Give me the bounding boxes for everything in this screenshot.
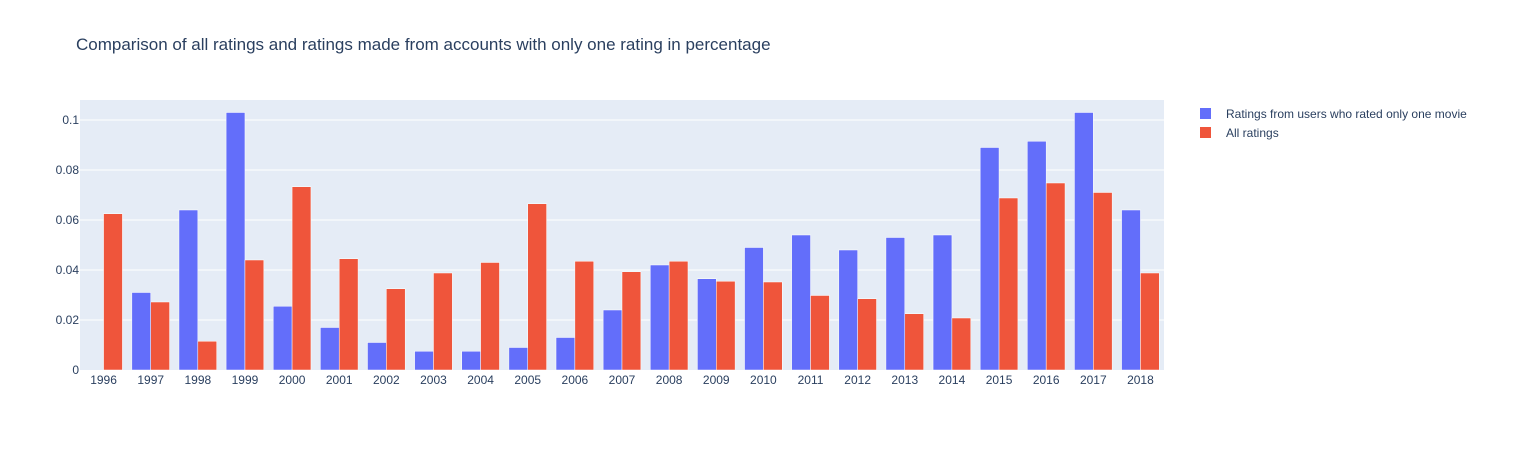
bar-all-ratings-2014 [951,317,972,371]
bar-single-rating-users-2015 [979,147,1000,371]
bar-single-rating-users-2005 [508,347,528,371]
legend-swatch[interactable] [1200,108,1211,119]
bar-all-ratings-2004 [480,262,500,371]
x-tick-label: 2007 [609,373,636,387]
bar-single-rating-users-2010 [744,247,764,371]
bar-single-rating-users-2007 [602,309,623,371]
bar-single-rating-users-2004 [461,351,481,371]
legend-label[interactable]: All ratings [1226,126,1279,140]
y-tick-label: 0.08 [56,163,80,177]
x-tick-label: 2017 [1080,373,1107,387]
bars [103,112,1160,371]
bar-all-ratings-1999 [244,259,265,371]
bar-single-rating-users-2009 [697,278,717,371]
legend-label[interactable]: Ratings from users who rated only one mo… [1226,107,1467,121]
legend: Ratings from users who rated only one mo… [1200,107,1467,140]
y-tick-label: 0.02 [56,313,80,327]
bar-single-rating-users-2000 [272,306,293,371]
bar-all-ratings-2012 [857,298,877,371]
x-tick-label: 2009 [703,373,730,387]
bar-all-ratings-1997 [150,301,170,371]
x-tick-label: 2006 [562,373,589,387]
bar-all-ratings-2018 [1140,272,1160,371]
x-tick-label: 2014 [939,373,966,387]
bar-single-rating-users-2013 [885,237,906,371]
y-tick-label: 0.1 [62,113,79,127]
x-tick-label: 1997 [137,373,164,387]
bar-all-ratings-2015 [998,197,1019,371]
bar-all-ratings-2017 [1093,192,1113,371]
bar-all-ratings-2008 [668,261,689,371]
bar-all-ratings-2005 [527,203,547,371]
bar-all-ratings-2003 [433,272,453,371]
x-tick-label: 2013 [891,373,918,387]
bar-all-ratings-2007 [621,271,642,371]
bar-single-rating-users-2012 [838,249,858,371]
bar-single-rating-users-1998 [178,209,199,371]
bar-all-ratings-2006 [574,261,594,371]
bar-all-ratings-2001 [338,258,359,371]
y-tick-label: 0.06 [56,213,80,227]
x-tick-label: 2003 [420,373,447,387]
bar-all-ratings-2002 [386,288,406,371]
y-tick-label: 0 [72,363,79,377]
bar-all-ratings-2000 [291,186,312,371]
x-tick-label: 2015 [986,373,1013,387]
x-tick-label: 2001 [326,373,353,387]
y-tick-label: 0.04 [56,263,80,277]
x-tick-label: 2010 [750,373,777,387]
legend-swatch[interactable] [1200,127,1211,138]
bar-all-ratings-2011 [810,295,830,371]
bar-single-rating-users-2017 [1074,112,1094,371]
bar-all-ratings-2013 [904,313,924,371]
x-tick-label: 2011 [798,373,824,387]
y-axis-ticks: 0 0.02 0.04 0.06 0.08 0.1 [56,113,80,377]
bar-all-ratings-2016 [1045,182,1066,371]
bar-single-rating-users-2016 [1027,141,1047,371]
bar-single-rating-users-2008 [650,264,670,371]
bar-single-rating-users-2002 [367,342,387,371]
bar-all-ratings-2010 [763,281,783,371]
x-tick-label: 2018 [1127,373,1154,387]
bar-single-rating-users-2003 [414,351,434,371]
bar-single-rating-users-2018 [1121,209,1141,371]
x-tick-label: 2002 [373,373,400,387]
bar-single-rating-users-2014 [932,234,953,371]
x-tick-label: 1996 [90,373,117,387]
x-tick-label: 2008 [656,373,683,387]
x-tick-label: 2016 [1033,373,1060,387]
x-tick-label: 1999 [232,373,259,387]
x-tick-label: 2012 [844,373,871,387]
x-tick-label: 1998 [184,373,211,387]
bar-single-rating-users-2001 [320,327,340,371]
bar-all-ratings-1996 [103,213,123,371]
bar-single-rating-users-2006 [555,337,576,371]
x-axis-ticks: 1996 1997 1998 1999 2000 2001 2002 2003 2004 2005… [90,373,1154,387]
x-tick-label: 2000 [279,373,306,387]
x-tick-label: 2004 [467,373,494,387]
bar-all-ratings-1998 [197,341,217,371]
x-tick-label: 2005 [514,373,541,387]
bar-single-rating-users-2011 [791,234,811,371]
chart-title: Comparison of all ratings and ratings ma… [76,35,771,54]
bar-single-rating-users-1997 [131,292,151,371]
bar-single-rating-users-1999 [225,112,246,371]
bar-all-ratings-2009 [716,281,736,371]
